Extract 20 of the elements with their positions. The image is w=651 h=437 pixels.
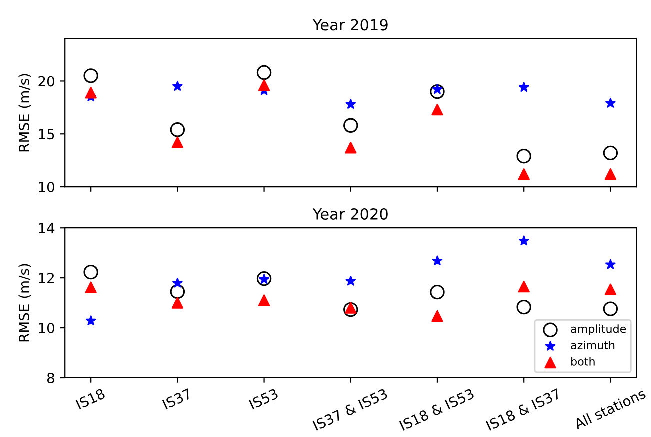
y-tick-label: 10	[39, 182, 54, 193]
x-tick-label: IS37 & IS53	[312, 388, 388, 432]
legend-label: azimuth	[571, 340, 615, 350]
legend-label: both	[572, 357, 595, 366]
x-tick-label: IS18 & IS53	[399, 388, 475, 432]
legend-label: amplitude	[571, 324, 626, 336]
y-tick-label: 15	[39, 129, 54, 140]
y-tick-label: 20	[38, 76, 54, 87]
chart-title: Year 2019	[312, 19, 388, 31]
chart-title: Year 2020	[312, 208, 388, 220]
y-tick-label: 10	[39, 323, 54, 334]
y-tick-label: 14	[39, 223, 55, 234]
y-tick-label: 12	[39, 273, 54, 284]
x-tick-label: IS37	[162, 388, 192, 410]
x-tick-label: IS18	[76, 388, 106, 410]
y-axis-title: RMSE (m/s)	[18, 264, 32, 342]
x-tick-label: IS53	[248, 388, 279, 410]
x-tick-label: IS18 & IS37	[486, 388, 562, 432]
y-axis-title: RMSE (m/s)	[18, 74, 32, 152]
y-tick-label: 8	[47, 372, 54, 384]
